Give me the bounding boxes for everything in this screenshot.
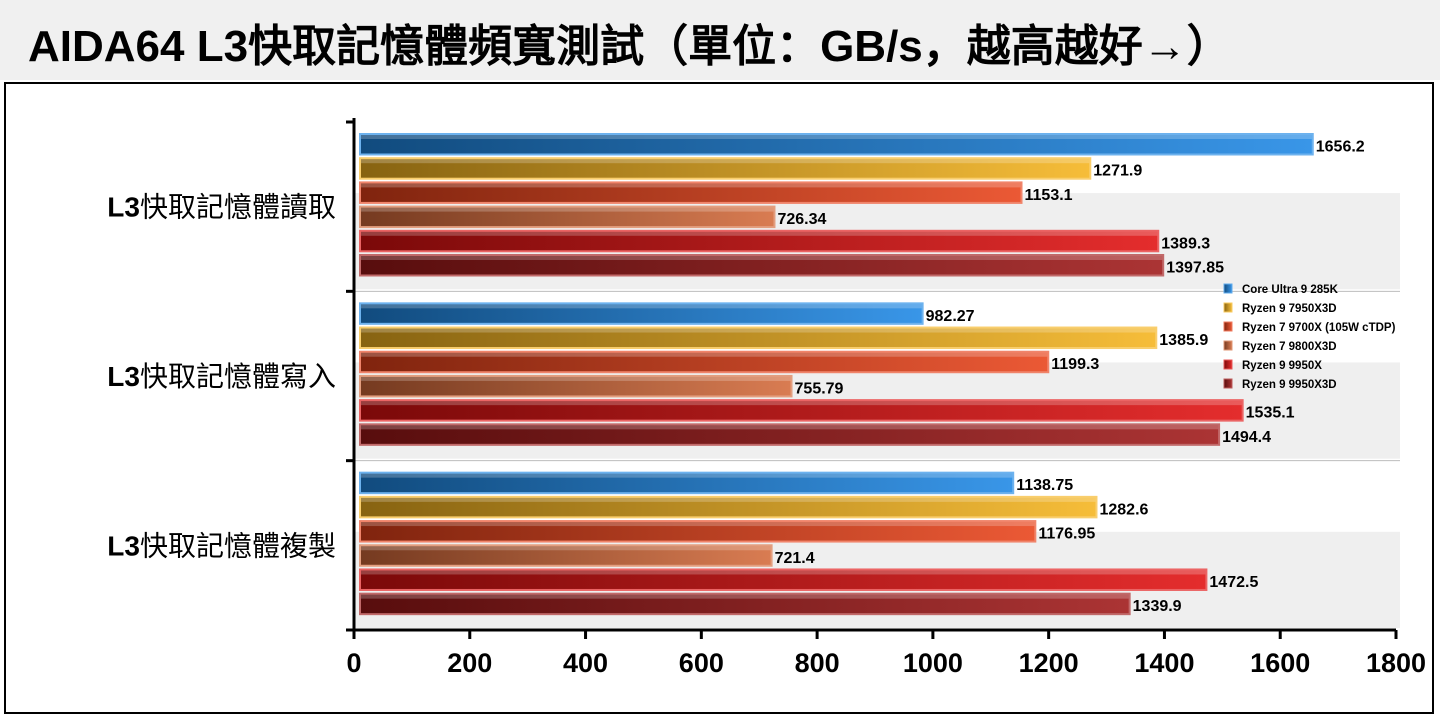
value-label: 755.79	[795, 380, 844, 397]
chart-frame: 1656.2 1271.9 1153.1 726.34 1389.3 1397.85 982…	[4, 82, 1434, 714]
bar-1-4	[359, 399, 1244, 422]
x-tick-label: 200	[447, 648, 492, 678]
category-label: L3快取記憶體複製	[107, 530, 336, 561]
x-tick-label: 400	[563, 648, 608, 678]
legend-label: Ryzen 9 9950X	[1242, 360, 1322, 372]
bar-highlight	[361, 473, 1013, 478]
x-tick-label: 0	[346, 648, 361, 678]
legend-label: Ryzen 7 9700X (105W cTDP)	[1242, 322, 1396, 334]
bar-highlight	[361, 401, 1242, 406]
x-tick-label: 1000	[903, 648, 963, 678]
bar-highlight	[361, 546, 771, 551]
bar-highlight	[361, 352, 1048, 357]
legend-label: Ryzen 7 9800X3D	[1242, 341, 1337, 353]
value-label: 1282.6	[1099, 501, 1148, 518]
bar-highlight	[361, 594, 1129, 599]
title-bar: AIDA64 L3快取記憶體頻寬測試（單位：GB/s，越高越好→）	[0, 0, 1440, 80]
value-label: 1397.85	[1166, 260, 1224, 277]
bar-highlight	[361, 376, 791, 381]
category-label: L3快取記憶體讀取	[107, 192, 336, 223]
bar-1-5	[359, 423, 1221, 446]
category-label: L3快取記憶體寫入	[107, 361, 336, 392]
value-label: 1535.1	[1246, 405, 1295, 422]
bar-highlight	[361, 522, 1035, 527]
bar-highlight	[361, 231, 1158, 236]
value-label: 721.4	[775, 550, 815, 567]
bar-highlight	[361, 497, 1096, 502]
value-label: 1176.95	[1038, 526, 1095, 543]
value-label: 1271.9	[1093, 163, 1142, 180]
x-tick-label: 600	[679, 648, 724, 678]
bar-0-1	[359, 157, 1092, 180]
bar-2-3	[359, 544, 773, 567]
chart-title: AIDA64 L3快取記憶體頻寬測試（單位：GB/s，越高越好→）	[28, 22, 1231, 71]
value-label: 1339.9	[1133, 598, 1182, 615]
legend-label: Core Ultra 9 285K	[1242, 284, 1339, 296]
value-label: 1389.3	[1161, 235, 1210, 252]
bar-highlight	[361, 425, 1219, 430]
bar-1-1	[359, 326, 1158, 350]
bar-0-5	[359, 254, 1165, 277]
bar-highlight	[361, 183, 1021, 188]
bar-0-3	[359, 205, 776, 229]
bar-chart: 1656.2 1271.9 1153.1 726.34 1389.3 1397.85 982…	[107, 118, 1426, 678]
legend-label: Ryzen 9 7950X3D	[1242, 303, 1337, 315]
bar-0-0	[359, 133, 1314, 156]
bar-0-2	[359, 181, 1023, 204]
bar-highlight	[361, 135, 1312, 139]
legend-swatch	[1223, 340, 1233, 351]
bar-2-0	[359, 471, 1015, 495]
bar-1-3	[359, 374, 793, 398]
x-tick-label: 1200	[1019, 648, 1079, 678]
value-label: 982.27	[926, 308, 975, 325]
value-label: 1385.9	[1159, 332, 1208, 349]
bar-1-0	[359, 302, 924, 325]
value-label: 1153.1	[1025, 187, 1073, 204]
bar-1-2	[359, 350, 1050, 374]
value-label: 726.34	[777, 211, 826, 228]
value-label: 1494.4	[1222, 429, 1271, 446]
x-tick-label: 1600	[1250, 648, 1310, 678]
legend-swatch	[1223, 302, 1233, 313]
x-tick-label: 1800	[1366, 648, 1426, 678]
bar-highlight	[361, 159, 1090, 164]
bar-2-5	[359, 592, 1131, 616]
bar-2-1	[359, 495, 1098, 519]
legend-swatch	[1223, 378, 1233, 389]
bar-highlight	[361, 304, 922, 309]
legend-swatch	[1223, 283, 1233, 294]
bar-0-4	[359, 229, 1160, 253]
x-tick-label: 1400	[1134, 648, 1194, 678]
bar-highlight	[361, 207, 774, 212]
value-label: 1138.75	[1016, 477, 1073, 494]
legend-swatch	[1223, 359, 1233, 370]
value-label: 1472.5	[1209, 574, 1258, 591]
legend-swatch	[1223, 321, 1233, 332]
bar-highlight	[361, 328, 1156, 333]
value-label: 1656.2	[1316, 139, 1365, 156]
bar-highlight	[361, 256, 1163, 260]
bar-2-2	[359, 520, 1037, 543]
x-tick-label: 800	[795, 648, 840, 678]
bar-highlight	[361, 570, 1206, 575]
value-label: 1199.3	[1051, 356, 1099, 373]
legend-label: Ryzen 9 9950X3D	[1242, 379, 1337, 391]
bar-2-4	[359, 568, 1208, 591]
